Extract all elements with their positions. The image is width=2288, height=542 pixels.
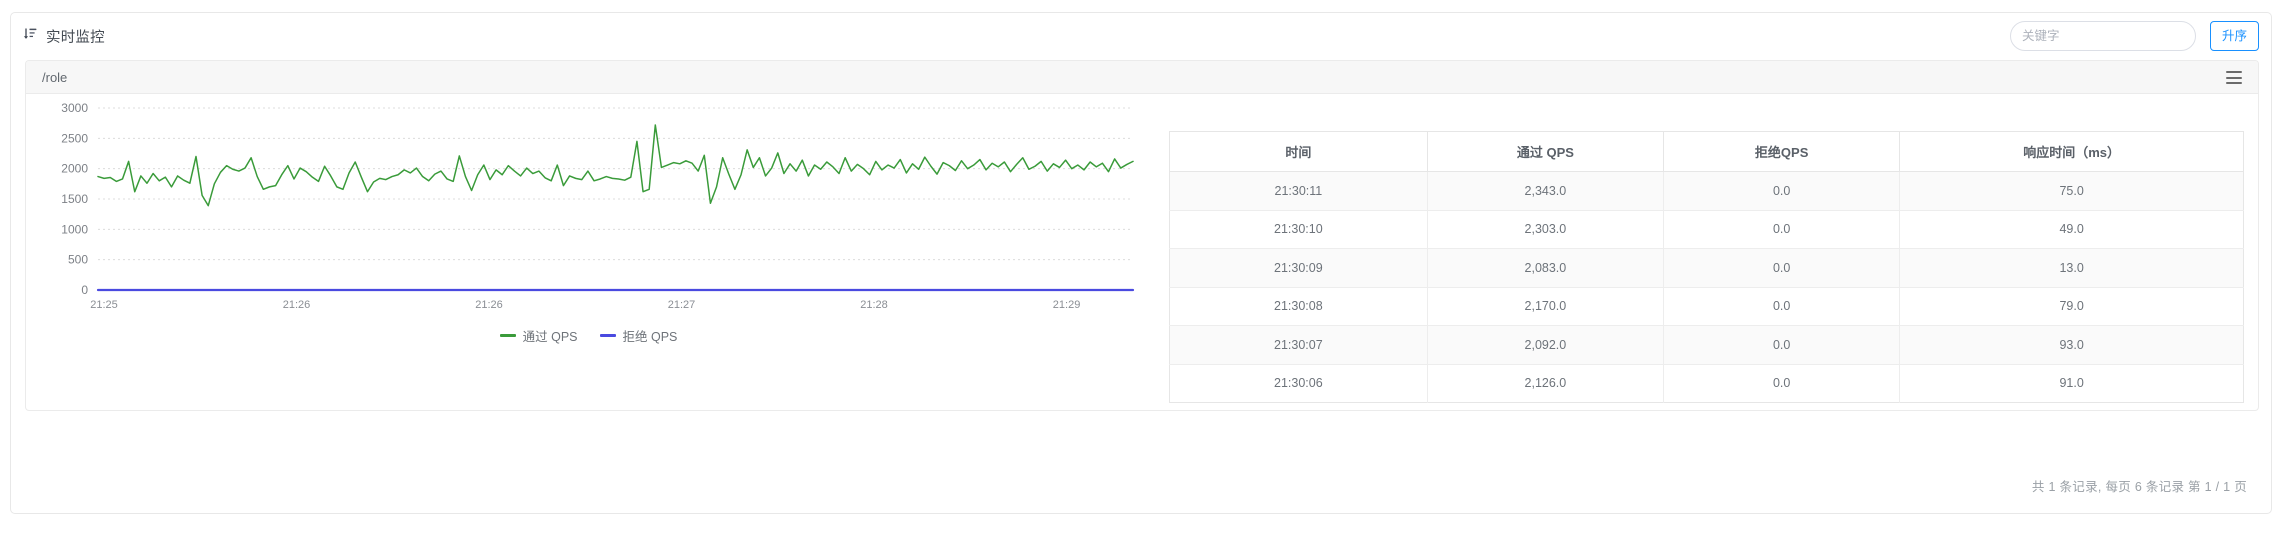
- metrics-table-body: 21:30:11 2,343.0 0.0 75.0 21:30:10 2,303.0 0.0…: [1169, 171, 2244, 403]
- cell-rt: 75.0: [1899, 171, 2244, 211]
- cell-block-qps: 0.0: [1663, 171, 1901, 211]
- search-input[interactable]: [2009, 21, 2196, 51]
- cell-pass-qps: 2,092.0: [1427, 325, 1665, 365]
- cell-rt: 13.0: [1899, 248, 2244, 288]
- table-row[interactable]: 21:30:08 2,170.0 0.0 79.0: [1169, 287, 2244, 326]
- svg-text:21:28: 21:28: [860, 299, 888, 311]
- cell-time: 21:30:10: [1169, 210, 1428, 249]
- metrics-table: 时间 通过 QPS 拒绝QPS 响应时间（ms） 21:30:11 2,343.0…: [1169, 131, 2244, 403]
- metrics-table-container: 时间 通过 QPS 拒绝QPS 响应时间（ms） 21:30:11 2,343.0…: [1169, 131, 2244, 403]
- cell-block-qps: 0.0: [1663, 287, 1901, 326]
- resource-name-label: /role: [42, 70, 68, 85]
- cell-time: 21:30:06: [1169, 364, 1428, 403]
- svg-text:21:26: 21:26: [475, 299, 503, 311]
- chart-panel-header: /role: [26, 61, 2258, 94]
- svg-text:500: 500: [68, 253, 88, 267]
- legend-swatch-pass-qps: [499, 334, 516, 337]
- pagination-summary: 共 1 条记录, 每页 6 条记录 第 1 / 1 页: [2031, 480, 2247, 494]
- cell-time: 21:30:07: [1169, 325, 1428, 365]
- svg-text:2000: 2000: [61, 162, 88, 176]
- svg-text:21:29: 21:29: [1053, 299, 1081, 311]
- cell-block-qps: 0.0: [1663, 210, 1901, 249]
- svg-text:2500: 2500: [61, 131, 88, 145]
- legend-swatch-block-qps: [599, 334, 616, 337]
- chart-legend: 通过 QPS 拒绝 QPS: [26, 326, 1151, 345]
- sort-order-button[interactable]: 升序: [2209, 21, 2259, 51]
- card-header: 实时监控 升序: [11, 13, 2271, 60]
- resource-chart-panel: /role 0 500 1000 1500 2000 2500 3000 21:25 21:26…: [25, 60, 2259, 411]
- cell-pass-qps: 2,126.0: [1427, 364, 1665, 403]
- page-title: 实时监控: [23, 26, 105, 47]
- metrics-table-head: 时间 通过 QPS 拒绝QPS 响应时间（ms）: [1169, 131, 2244, 172]
- column-header-pass-qps: 通过 QPS: [1427, 131, 1665, 172]
- chart-panel-body: 0 500 1000 1500 2000 2500 3000 21:25 21:26 21:26 2…: [26, 94, 2258, 410]
- table-row[interactable]: 21:30:09 2,083.0 0.0 13.0: [1169, 248, 2244, 288]
- column-header-block-qps: 拒绝QPS: [1663, 131, 1901, 172]
- header-tools: 升序: [2009, 21, 2259, 51]
- legend-item-block-qps[interactable]: 拒绝 QPS: [599, 326, 678, 345]
- cell-rt: 79.0: [1899, 287, 2244, 326]
- cell-pass-qps: 2,083.0: [1427, 248, 1665, 288]
- cell-time: 21:30:11: [1169, 171, 1428, 211]
- column-header-time: 时间: [1169, 131, 1428, 172]
- sort-descending-icon: [23, 27, 37, 46]
- cell-pass-qps: 2,170.0: [1427, 287, 1665, 326]
- cell-pass-qps: 2,303.0: [1427, 210, 1665, 249]
- legend-label-block-qps: 拒绝 QPS: [622, 330, 678, 344]
- cell-rt: 91.0: [2059, 376, 2084, 391]
- table-row[interactable]: 21:30:07 2,092.0 0.0 93.0: [1169, 325, 2244, 365]
- page-title-text: 实时监控: [46, 30, 105, 46]
- table-row[interactable]: 21:30:06 2,126.0 0.0 91.0: [1169, 364, 2244, 403]
- cell-time: 21:30:08: [1169, 287, 1428, 326]
- svg-text:21:25: 21:25: [90, 299, 118, 311]
- svg-text:21:26: 21:26: [283, 299, 311, 311]
- cell-block-qps: 0.0: [1663, 325, 1901, 365]
- cell-block-qps: 0.0: [1663, 364, 1901, 403]
- table-row[interactable]: 21:30:10 2,303.0 0.0 49.0: [1169, 210, 2244, 249]
- qps-chart-svg: 0 500 1000 1500 2000 2500 3000 21:25 21:26 21:26 2…: [61, 101, 1135, 311]
- column-header-rt: 响应时间（ms）: [1899, 131, 2244, 172]
- table-row[interactable]: 21:30:11 2,343.0 0.0 75.0: [1169, 171, 2244, 211]
- cell-pass-qps: 2,343.0: [1427, 171, 1665, 211]
- cell-rt: 93.0: [1899, 325, 2244, 365]
- cell-block-qps: 0.0: [1663, 248, 1901, 288]
- svg-text:21:27: 21:27: [668, 299, 696, 311]
- svg-text:1500: 1500: [61, 192, 88, 206]
- svg-text:1000: 1000: [61, 222, 88, 236]
- cell-rt: 49.0: [1899, 210, 2244, 249]
- realtime-monitor-card: 实时监控 升序 /role 0 500 1000 1500 2000 2500 3000 21…: [10, 12, 2272, 514]
- svg-text:3000: 3000: [61, 101, 88, 115]
- cell-time: 21:30:09: [1169, 248, 1428, 288]
- hamburger-menu-icon[interactable]: [2226, 71, 2242, 84]
- table-header-row: 时间 通过 QPS 拒绝QPS 响应时间（ms）: [1169, 131, 2244, 172]
- legend-item-pass-qps[interactable]: 通过 QPS: [499, 326, 578, 345]
- qps-line-chart[interactable]: 0 500 1000 1500 2000 2500 3000 21:25 21:26 21:26 2…: [26, 94, 1151, 324]
- svg-text:0: 0: [81, 283, 88, 297]
- legend-label-pass-qps: 通过 QPS: [522, 330, 578, 344]
